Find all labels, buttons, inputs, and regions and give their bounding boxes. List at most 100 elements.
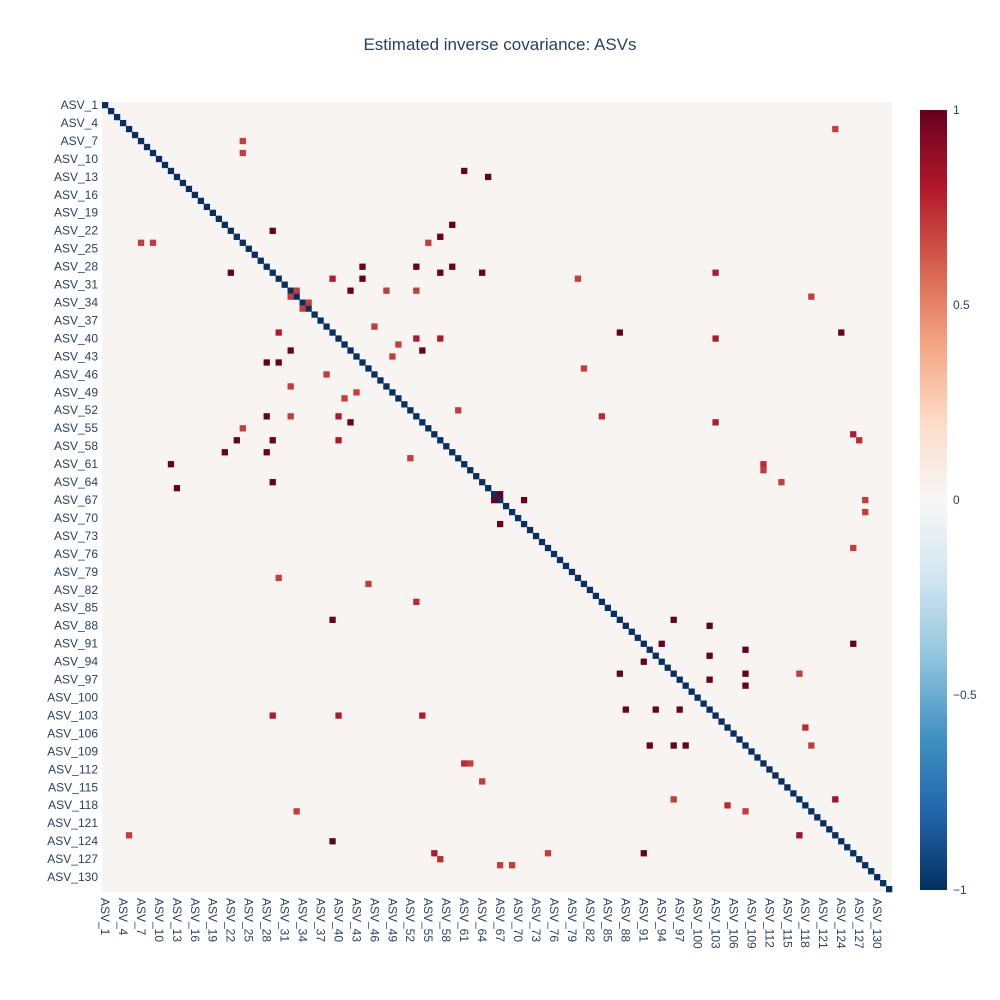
y-tick-label: ASV_79 [54,565,98,579]
heatmap-cell-diagonal [700,700,707,707]
y-tick-label: ASV_106 [47,726,98,740]
heatmap-cell-diagonal [227,227,234,234]
heatmap-cell-diagonal [137,137,145,145]
x-tick-label: ASV_58 [439,898,453,942]
y-tick-label: ASV_88 [54,619,98,633]
heatmap-cell-diagonal [377,377,384,384]
heatmap-cell [706,622,713,629]
heatmap-cell [269,479,276,486]
heatmap-cell-diagonal [239,239,246,246]
heatmap-cell-diagonal [544,544,552,552]
heatmap-cell-diagonal [431,431,438,438]
heatmap-cell [413,598,420,606]
heatmap-cell [419,347,426,354]
heatmap-cell-diagonal [766,766,773,773]
heatmap-cell [323,371,330,378]
heatmap-cell [479,778,486,785]
x-tick-label: ASV_76 [547,898,561,942]
heatmap-cell-diagonal [407,407,414,414]
y-tick-label: ASV_22 [54,224,98,238]
y-tick-label: ASV_49 [54,385,98,399]
y-tick-label: ASV_118 [48,798,98,812]
y-tick-label: ASV_37 [54,313,98,327]
x-tick-label: ASV_31 [278,898,292,942]
heatmap-cell [670,796,677,803]
heatmap-cell [395,341,402,348]
heatmap-cell-diagonal [263,263,270,270]
heatmap-cell-diagonal [574,574,582,582]
x-tick-label: ASV_85 [601,898,615,942]
heatmap-cell-diagonal [311,311,318,318]
heatmap-cell [850,544,857,552]
heatmap-cell [413,263,420,270]
heatmap-cell-diagonal [305,305,312,312]
x-tick-label: ASV_79 [565,898,579,942]
heatmap-cell [712,335,719,342]
heatmap-cell [239,137,246,145]
heatmap-cell-diagonal [161,161,169,169]
heatmap-cell-diagonal [383,383,390,390]
heatmap-cell [335,712,342,719]
heatmap-cell-diagonal [532,532,540,540]
heatmap-cell-diagonal [293,293,300,300]
heatmap-cell-diagonal [419,419,426,426]
heatmap-cell [658,640,665,647]
x-tick-label: ASV_124 [834,898,848,949]
y-tick-label: ASV_55 [54,421,98,435]
heatmap-cell [329,275,336,282]
x-tick-label: ASV_28 [260,898,274,942]
x-tick-label: ASV_55 [421,898,435,942]
heatmap-cell-diagonal [425,425,432,432]
heatmap-cell [275,329,282,336]
heatmap-cell [383,287,390,294]
y-tick-label: ASV_121 [47,816,98,830]
x-tick-label: ASV_121 [816,898,830,949]
x-tick-label: ASV_40 [331,898,345,942]
heatmap-cell [269,227,276,234]
heatmap-cell [359,275,366,282]
x-tick-label: ASV_91 [637,898,651,942]
heatmap-cell-diagonal [760,760,767,767]
heatmap-cell [449,263,456,270]
y-tick-label: ASV_31 [54,278,98,292]
heatmap-cell [359,263,366,270]
heatmap-cell-diagonal [185,185,193,193]
y-tick-label: ASV_1 [61,98,99,112]
y-tick-label: ASV_67 [54,493,98,507]
y-tick-label: ASV_13 [54,170,98,184]
y-tick-label: ASV_85 [54,601,98,615]
colorbar-tick-label: 0 [953,493,960,507]
heatmap-cell-diagonal [467,467,474,474]
heatmap-cell [287,413,294,420]
y-tick-label: ASV_70 [54,511,98,525]
heatmap-cell [616,670,623,677]
heatmap-cell-diagonal [233,233,240,240]
heatmap-cell [269,437,276,444]
colorbar-tick-label: −0.5 [953,688,977,702]
heatmap-cell [347,287,354,294]
heatmap-cell-diagonal [437,437,444,444]
x-tick-label: ASV_49 [385,898,399,942]
heatmap-cell [485,173,492,181]
x-tick-label: ASV_13 [170,898,184,942]
heatmap-cell-diagonal [479,479,486,486]
y-tick-label: ASV_19 [54,206,98,220]
heatmap-cell [263,359,270,366]
heatmap-cell [838,329,845,336]
heatmap-cell-diagonal [341,341,348,348]
x-tick-label: ASV_112 [762,898,776,948]
heatmap-cell-diagonal [514,514,522,522]
heatmap-cell [137,239,145,246]
x-tick-label: ASV_73 [529,898,543,942]
heatmap-cell-diagonal [287,287,294,294]
heatmap-cell-diagonal [281,281,288,288]
heatmap-cell-diagonal [772,772,779,779]
heatmap-cell-diagonal [299,299,306,306]
y-tick-label: ASV_4 [61,116,99,130]
heatmap-cell-diagonal [455,455,462,462]
heatmap-cell [437,335,444,342]
chart-title: Estimated inverse covariance: ASVs [363,35,636,54]
heatmap-cell [347,419,354,426]
heatmap-cell-diagonal [742,742,749,749]
heatmap-cell-diagonal [149,149,157,157]
